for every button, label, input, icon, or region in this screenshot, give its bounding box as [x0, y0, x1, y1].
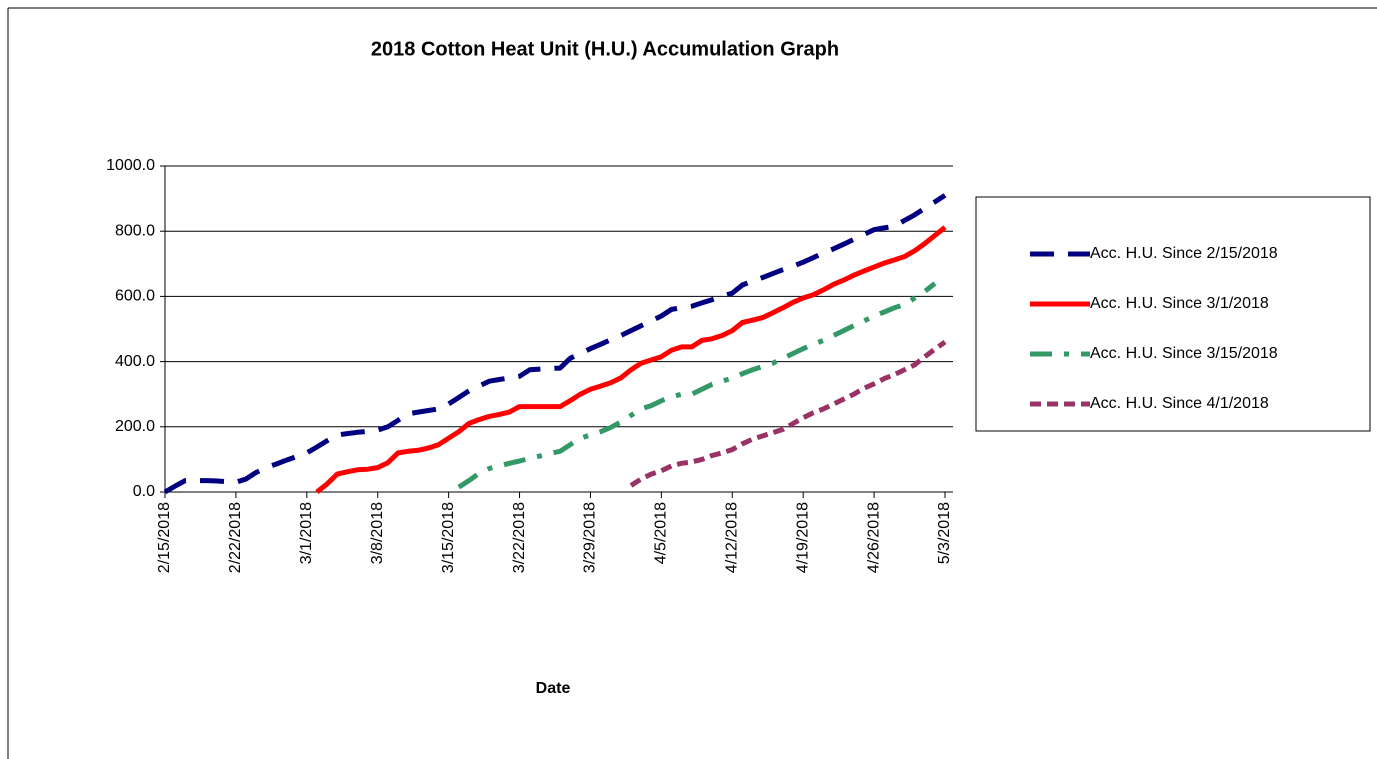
- x-tick-label: 4/12/2018: [723, 502, 740, 573]
- x-axis-label: Date: [536, 680, 571, 697]
- x-tick-label: 4/5/2018: [653, 502, 670, 564]
- y-tick-label: 0.0: [133, 483, 155, 500]
- y-tick-label: 1000.0: [106, 157, 155, 174]
- series-line: [457, 281, 937, 490]
- x-tick-label: 3/8/2018: [369, 502, 386, 564]
- legend-label: Acc. H.U. Since 2/15/2018: [1090, 245, 1278, 262]
- legend-label: Acc. H.U. Since 3/1/2018: [1090, 295, 1269, 312]
- x-tick-label: 4/19/2018: [794, 502, 811, 573]
- legend-label: Acc. H.U. Since 4/1/2018: [1090, 395, 1269, 412]
- series-line: [163, 193, 947, 495]
- x-tick-label: 3/1/2018: [298, 502, 315, 564]
- x-tick-label: 4/26/2018: [865, 502, 882, 573]
- x-tick-label: 3/22/2018: [511, 502, 528, 573]
- x-tick-label: 3/29/2018: [582, 502, 599, 573]
- chart-title: 2018 Cotton Heat Unit (H.U.) Accumulatio…: [371, 38, 839, 60]
- y-tick-label: 600.0: [115, 288, 155, 305]
- x-tick-label: 3/15/2018: [440, 502, 457, 573]
- x-tick-label: 2/22/2018: [227, 502, 244, 573]
- legend-label: Acc. H.U. Since 3/15/2018: [1090, 345, 1278, 362]
- series-line: [629, 339, 947, 488]
- x-tick-label: 5/3/2018: [936, 502, 953, 564]
- series-line: [315, 225, 947, 494]
- y-tick-label: 800.0: [115, 222, 155, 239]
- y-tick-label: 400.0: [115, 353, 155, 370]
- legend-box: [975, 196, 1371, 432]
- x-tick-label: 2/15/2018: [156, 502, 173, 573]
- y-tick-label: 200.0: [115, 418, 155, 435]
